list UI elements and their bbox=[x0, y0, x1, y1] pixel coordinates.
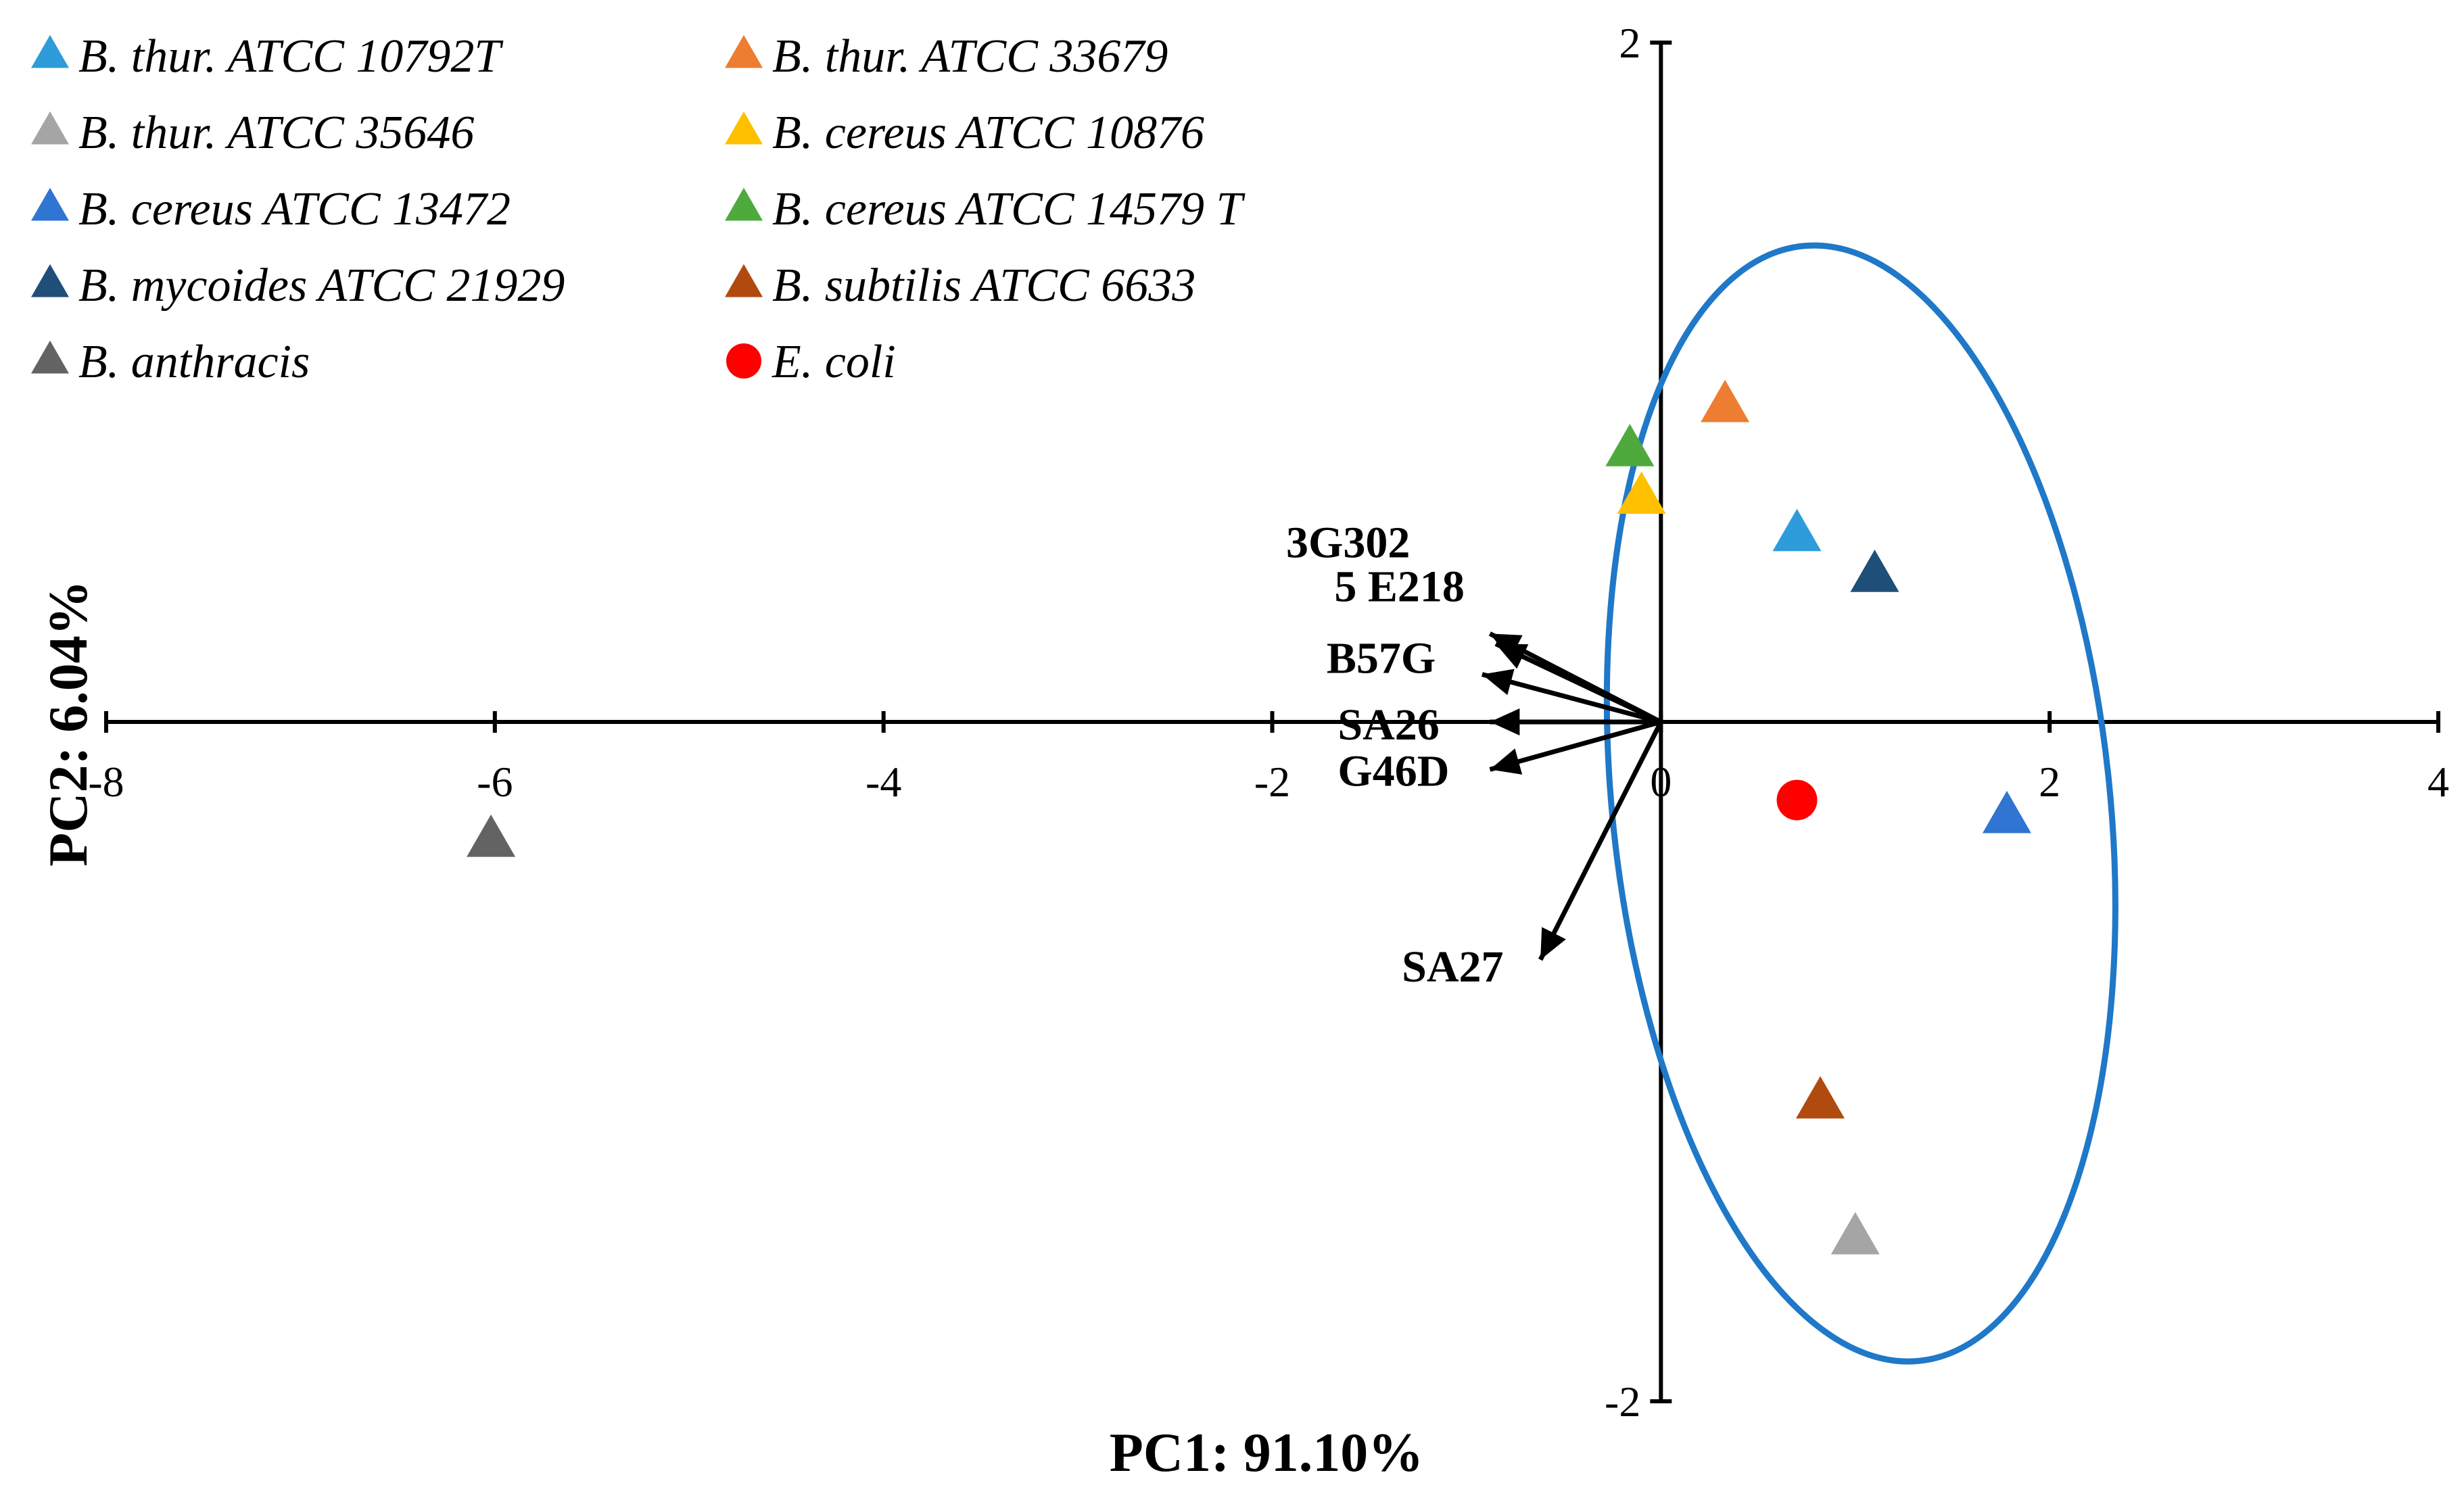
loading-label: SA26 bbox=[1337, 700, 1439, 750]
cluster-ellipse bbox=[1603, 242, 2118, 1365]
legend-label: B. subtilis ATCC 6633 bbox=[772, 260, 1195, 312]
cluster-ellipse-layer bbox=[1603, 242, 2118, 1365]
legend-marker bbox=[31, 264, 69, 297]
axes: -8 -6 -4 -2 0 2 4 2 -2 bbox=[88, 19, 2449, 1426]
y-tick-label: -2 bbox=[1605, 1378, 1640, 1426]
loading-vector bbox=[1538, 721, 1663, 961]
x-tick-label: -6 bbox=[477, 758, 513, 806]
legend-label: B. cereus ATCC 13472 bbox=[78, 183, 511, 235]
legend-label: B. cereus ATCC 14579 T bbox=[772, 183, 1246, 235]
legend-marker bbox=[31, 340, 69, 374]
data-point bbox=[1850, 550, 1899, 592]
legend-label: B. thur. ATCC 33679 bbox=[772, 30, 1168, 82]
legend: B. thur. ATCC 10792T B. thur. ATCC 33679 B… bbox=[31, 30, 1246, 388]
data-point bbox=[1776, 779, 1818, 821]
loading-vector bbox=[1488, 631, 1662, 725]
data-point bbox=[1605, 424, 1655, 466]
data-point bbox=[467, 815, 516, 857]
x-tick-label: 2 bbox=[2039, 758, 2060, 806]
legend-label: E. coli bbox=[772, 336, 896, 388]
x-tick-label: -4 bbox=[866, 758, 901, 806]
legend-marker bbox=[725, 187, 763, 221]
data-point bbox=[1701, 379, 1750, 422]
x-axis-ticks: -8 -6 -4 -2 0 2 4 bbox=[88, 711, 2449, 806]
data-point bbox=[1772, 508, 1822, 552]
y-tick-label: 2 bbox=[1619, 19, 1640, 67]
legend-marker bbox=[31, 111, 69, 145]
legend-marker bbox=[31, 34, 69, 68]
loading-arrowhead bbox=[1490, 633, 1523, 660]
legend-label: B. thur. ATCC 10792T bbox=[78, 30, 504, 82]
legend-label: B. mycoides ATCC 21929 bbox=[78, 260, 565, 312]
legend-marker bbox=[725, 264, 763, 297]
legend-marker bbox=[725, 111, 763, 145]
legend-label: B. thur. ATCC 35646 bbox=[78, 107, 474, 159]
loading-label: G46D bbox=[1337, 746, 1449, 796]
legend-marker bbox=[725, 34, 763, 68]
loading-label: 3G302 bbox=[1286, 518, 1410, 567]
legend-label: B. cereus ATCC 10876 bbox=[772, 107, 1204, 159]
legend-marker bbox=[726, 343, 761, 379]
data-point bbox=[1982, 790, 2031, 833]
x-tick-label: 0 bbox=[1650, 758, 1672, 806]
loading-arrowhead bbox=[1540, 927, 1566, 960]
data-point bbox=[1830, 1211, 1880, 1255]
loading-label: 5 E218 bbox=[1334, 562, 1465, 611]
x-axis-title: PC1: 91.10% bbox=[1110, 1422, 1424, 1483]
x-tick-label: -8 bbox=[88, 758, 124, 806]
x-tick-label: 4 bbox=[2427, 758, 2449, 806]
loading-arrowhead bbox=[1482, 669, 1515, 696]
y-axis-title: PC2: 6.04% bbox=[37, 580, 99, 867]
loading-label: SA27 bbox=[1402, 942, 1503, 992]
legend-label: B. anthracis bbox=[78, 336, 310, 388]
data-point bbox=[1617, 471, 1666, 514]
loading-label: B57G bbox=[1327, 634, 1436, 683]
y-axis-ticks: 2 -2 bbox=[1605, 19, 1672, 1426]
data-points bbox=[467, 379, 2031, 1255]
data-point bbox=[1796, 1075, 1845, 1119]
loading-vector bbox=[1482, 672, 1662, 725]
loading-arrowhead bbox=[1490, 708, 1520, 735]
x-tick-label: -2 bbox=[1254, 758, 1290, 806]
loading-arrowhead bbox=[1490, 748, 1523, 775]
legend-marker bbox=[31, 187, 69, 221]
